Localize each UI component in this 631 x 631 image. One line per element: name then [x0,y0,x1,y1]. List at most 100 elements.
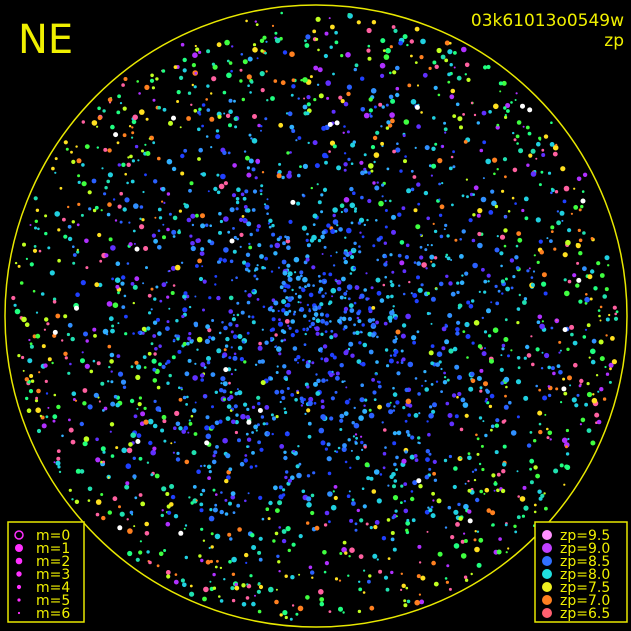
star [287,478,292,483]
star [356,311,361,316]
star [251,138,258,144]
star [241,583,246,588]
star [477,231,482,237]
star [375,277,381,283]
bright-star [229,238,235,244]
star [87,404,93,410]
star [258,584,264,590]
star [494,204,499,209]
star [191,408,197,413]
star [247,293,252,298]
legend-symbol [15,544,23,552]
star [109,359,114,364]
star [41,344,46,349]
star [463,539,468,543]
star [284,377,288,381]
star [546,427,549,431]
star [53,461,56,464]
star [564,290,570,297]
star [430,296,436,302]
star [550,230,554,234]
star [390,98,396,104]
star [196,469,201,475]
star [339,413,345,419]
star [199,502,204,507]
star [82,401,87,406]
star [393,28,398,33]
star [279,389,285,394]
star [106,179,110,184]
star [383,54,390,60]
star [307,141,310,145]
star [19,281,24,285]
star [358,250,362,254]
star [139,421,145,427]
star [549,239,553,244]
star [251,167,256,172]
star [246,74,252,80]
star [450,291,456,297]
star [481,110,487,116]
star [188,188,192,193]
star [440,54,446,60]
star [243,205,248,209]
star [281,280,286,286]
star [339,295,343,299]
star [315,318,321,324]
star [446,234,450,238]
star [328,610,332,613]
star [333,333,338,338]
star [552,151,558,157]
bright-star [561,386,567,392]
star [145,266,148,270]
star [133,203,139,209]
star [390,283,395,288]
star [363,445,367,449]
star [478,290,481,293]
legend-label: zp=8.0 [560,567,610,583]
star [369,114,373,118]
star [537,410,543,416]
star [466,77,471,82]
star [68,488,72,492]
star [222,437,228,444]
star [578,238,583,243]
star [447,80,451,84]
star [218,331,222,335]
star [375,219,378,222]
star [348,555,351,558]
star [590,269,595,274]
star [139,205,144,209]
star [36,388,41,394]
star [169,502,174,507]
star [416,182,421,187]
star [59,186,63,190]
star [211,62,215,66]
star [253,424,258,430]
star [161,200,164,203]
star [414,146,417,149]
bright-star [562,327,568,333]
star [496,472,501,477]
star [476,213,481,218]
star [350,247,357,254]
star [266,99,269,102]
star [504,318,508,322]
star [578,208,582,212]
star [150,287,154,291]
star [526,353,532,358]
star [25,396,29,401]
star [443,228,446,231]
star [572,273,577,278]
star [434,142,438,146]
star [245,596,250,600]
star [376,498,382,504]
star [141,218,145,222]
star [206,49,211,54]
star [104,186,108,190]
star [366,476,371,481]
star [285,302,291,308]
star [283,450,287,454]
star [248,133,252,137]
star [229,259,234,264]
